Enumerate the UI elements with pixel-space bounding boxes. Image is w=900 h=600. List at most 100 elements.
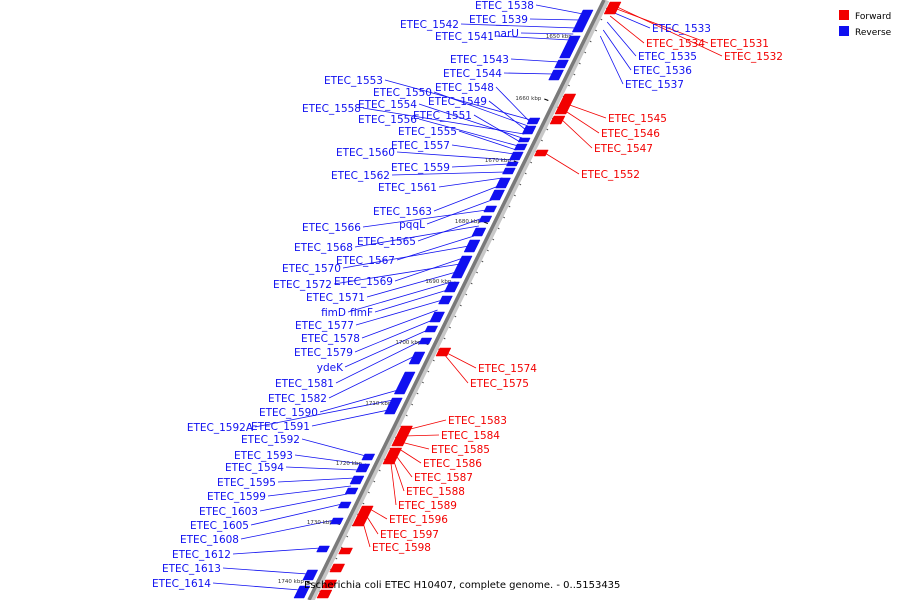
reverse-gene-arrow bbox=[438, 295, 453, 305]
label-leader-line bbox=[212, 582, 300, 591]
label-leader-line bbox=[606, 21, 637, 57]
reverse-gene-arrow bbox=[450, 255, 473, 279]
reverse-gene-arrow bbox=[393, 371, 416, 395]
reverse-gene-arrow bbox=[355, 463, 371, 473]
gene-label-etec-1545: ETEC_1545 bbox=[608, 113, 667, 125]
minor-tick-dot bbox=[459, 304, 462, 307]
gene-label-etec-1578: ETEC_1578 bbox=[301, 333, 360, 345]
legend-forward-swatch bbox=[839, 10, 849, 20]
label-leader-line bbox=[613, 7, 709, 44]
label-leader-line bbox=[391, 171, 506, 176]
gene-label-etec-1532: ETEC_1532 bbox=[724, 51, 783, 63]
label-leader-line bbox=[529, 18, 581, 21]
label-leader-line bbox=[559, 117, 593, 149]
legend-reverse-swatch bbox=[839, 26, 849, 36]
gene-label-etec-1592a: ETEC_1592A bbox=[187, 422, 254, 434]
forward-gene-arrow bbox=[435, 347, 452, 357]
gene-label-etec-1595: ETEC_1595 bbox=[217, 477, 276, 489]
gene-label-etec-1574: ETEC_1574 bbox=[478, 363, 537, 375]
label-leader-line bbox=[390, 461, 397, 506]
minor-tick-dot bbox=[470, 282, 473, 285]
label-leader-line bbox=[328, 355, 416, 399]
minor-tick-dot bbox=[589, 40, 592, 43]
reverse-gene-arrow bbox=[344, 487, 359, 495]
minor-tick-dot bbox=[513, 194, 516, 197]
minor-tick-dot bbox=[567, 84, 570, 87]
label-leader-line bbox=[602, 29, 632, 71]
gene-label-etec-1575: ETEC_1575 bbox=[470, 378, 529, 390]
gene-label-etec-1558: ETEC_1558 bbox=[302, 103, 361, 115]
label-leader-line bbox=[222, 567, 308, 575]
reverse-gene-arrow bbox=[571, 9, 594, 33]
reverse-gene-arrow bbox=[471, 227, 487, 237]
forward-gene-arrow bbox=[551, 115, 566, 121]
label-leader-line bbox=[611, 11, 651, 29]
gene-label-etec-1566: ETEC_1566 bbox=[302, 222, 361, 234]
label-leader-line bbox=[473, 114, 521, 143]
gene-label-etec-1596: ETEC_1596 bbox=[389, 514, 448, 526]
gene-label-etec-1553: ETEC_1553 bbox=[324, 75, 383, 87]
reverse-gene-arrow bbox=[508, 151, 524, 161]
label-leader-line bbox=[614, 5, 723, 57]
gene-label-etec-1542: ETEC_1542 bbox=[400, 19, 459, 31]
forward-gene-arrow bbox=[321, 579, 338, 589]
minor-tick-dot bbox=[411, 403, 414, 406]
gene-label-etec-1551: ETEC_1551 bbox=[413, 110, 472, 122]
label-leader-line bbox=[344, 329, 428, 368]
label-leader-line bbox=[417, 217, 483, 242]
kbp-tick-label: 1680 kbp bbox=[455, 219, 481, 225]
minor-tick-dot bbox=[448, 326, 451, 329]
forward-gene-arrow bbox=[338, 547, 353, 555]
gene-label-etec-1541: ETEC_1541 bbox=[435, 31, 494, 43]
label-leader-line bbox=[599, 35, 624, 85]
minor-tick-dot bbox=[416, 392, 419, 395]
gene-label-etec-1563: ETEC_1563 bbox=[373, 206, 432, 218]
kbp-tick-label: 1730 kbp bbox=[307, 520, 333, 526]
gene-label-etec-1565: ETEC_1565 bbox=[357, 236, 416, 248]
label-leader-line bbox=[406, 419, 447, 431]
kbp-tick-label: 1690 kbp bbox=[425, 279, 451, 285]
gene-label-etec-1588: ETEC_1588 bbox=[406, 486, 465, 498]
reverse-gene-arrow bbox=[349, 475, 365, 485]
forward-gene-arrow bbox=[549, 119, 564, 125]
kbp-tick-label: 1710 kbp bbox=[365, 401, 391, 407]
reverse-gene-arrow bbox=[526, 117, 541, 125]
forward-gene-arrow bbox=[316, 589, 333, 599]
kbp-tick-mark bbox=[306, 581, 312, 585]
gene-label-etec-1586: ETEC_1586 bbox=[423, 458, 482, 470]
minor-tick-dot bbox=[584, 51, 587, 54]
kbp-tick-label: 1720 kbp bbox=[336, 461, 362, 467]
gene-label-etec-1557: ETEC_1557 bbox=[391, 140, 450, 152]
label-leader-line bbox=[418, 118, 519, 147]
reverse-gene-arrow bbox=[316, 545, 330, 553]
gene-label-etec-1539: ETEC_1539 bbox=[469, 14, 528, 26]
forward-gene-arrow bbox=[533, 149, 549, 157]
gene-label-etec-1534: ETEC_1534 bbox=[646, 38, 705, 50]
minor-tick-dot bbox=[492, 238, 495, 241]
gene-label-fimd: fimD bbox=[321, 307, 346, 319]
forward-gene-arrow bbox=[382, 457, 398, 465]
gene-label-naru: narU bbox=[494, 28, 519, 40]
gene-label-etec-1599: ETEC_1599 bbox=[207, 491, 266, 503]
label-leader-line bbox=[443, 353, 469, 384]
gene-label-etec-1537: ETEC_1537 bbox=[625, 79, 684, 91]
label-leader-line bbox=[520, 32, 574, 35]
label-leader-line bbox=[495, 86, 531, 123]
reverse-gene-arrow bbox=[429, 311, 445, 323]
gene-label-etec-1549: ETEC_1549 bbox=[428, 96, 487, 108]
minor-tick-dot bbox=[578, 62, 581, 65]
genome-backbone-shadow bbox=[307, 0, 610, 600]
gene-label-ydek: ydeK bbox=[317, 362, 344, 374]
gene-label-etec-1533: ETEC_1533 bbox=[652, 23, 711, 35]
legend-forward-label: Forward bbox=[855, 12, 891, 22]
gene-label-etec-1536: ETEC_1536 bbox=[633, 65, 692, 77]
label-leader-line bbox=[354, 319, 433, 353]
label-leader-line bbox=[259, 493, 348, 512]
gene-label-etec-1583: ETEC_1583 bbox=[448, 415, 507, 427]
label-leader-line bbox=[392, 457, 405, 492]
reverse-gene-arrow bbox=[554, 59, 569, 69]
reverse-gene-arrow bbox=[302, 569, 319, 581]
gene-label-etec-1538: ETEC_1538 bbox=[475, 0, 534, 12]
label-leader-line bbox=[566, 103, 607, 119]
